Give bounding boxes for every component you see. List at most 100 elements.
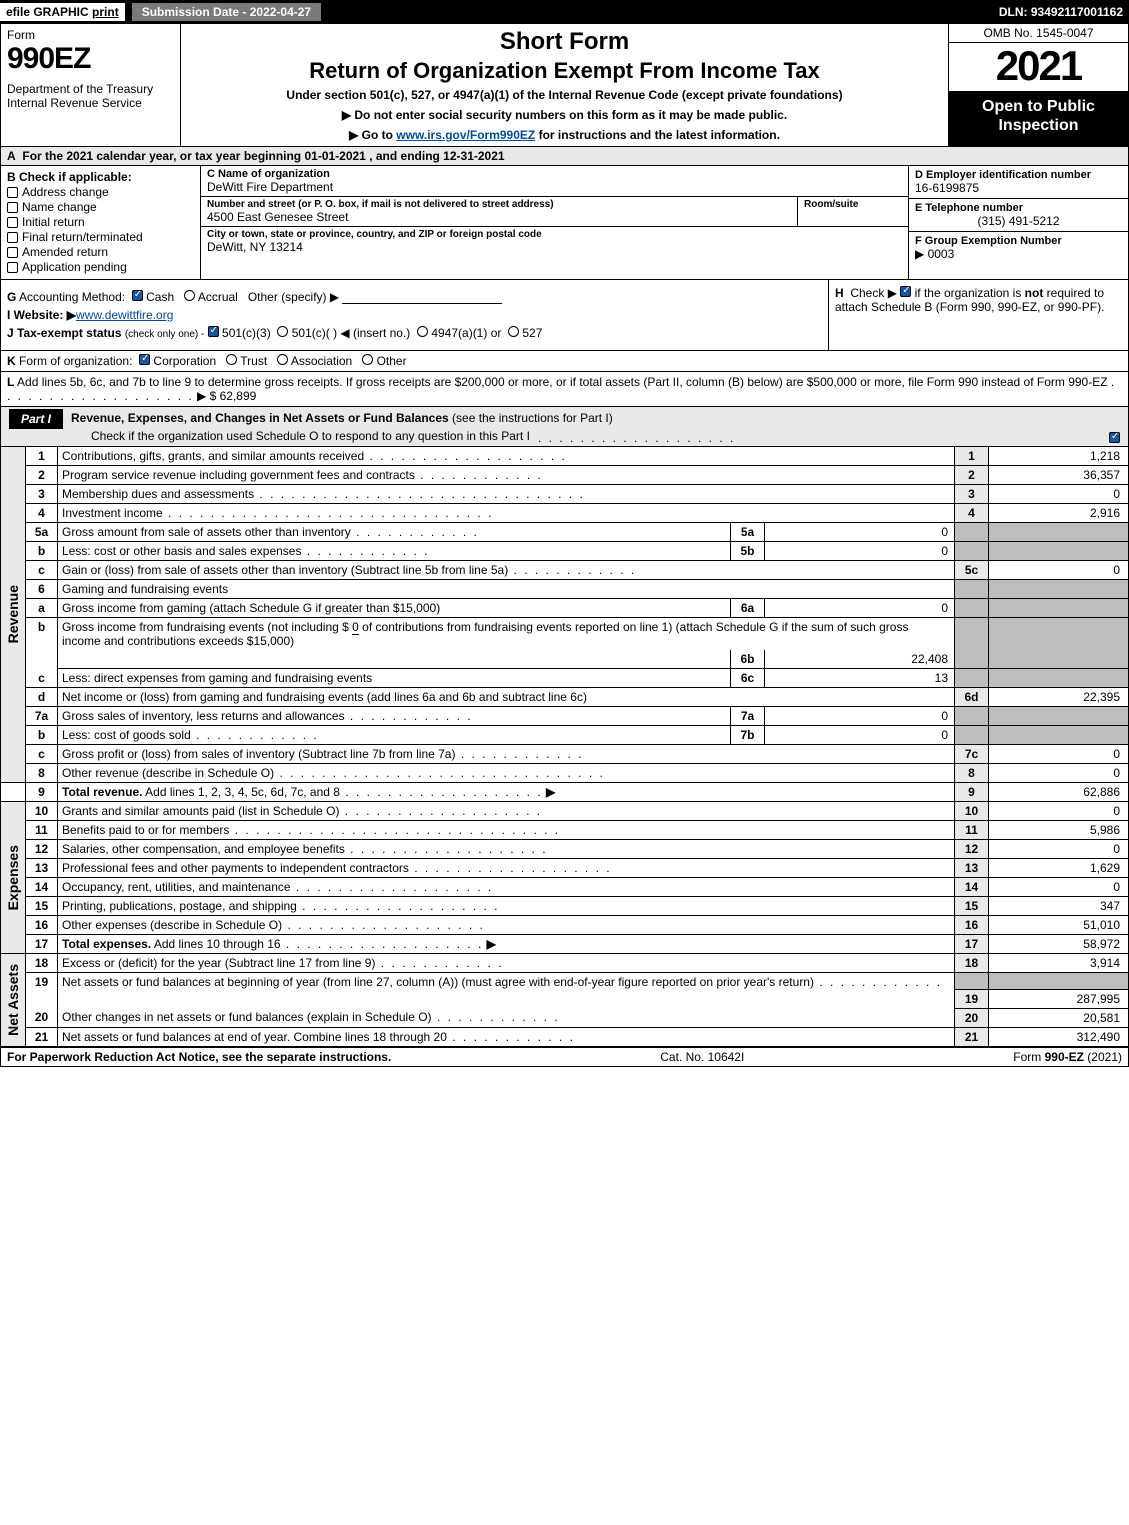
table-row: 12 Salaries, other compensation, and emp… [1, 840, 1129, 859]
chk-label-5: Amended return [22, 245, 108, 259]
other-label: Other (specify) ▶ [248, 290, 339, 304]
line-rnum: 17 [955, 935, 989, 954]
grey-cell [955, 707, 989, 726]
sub-num: 7a [731, 707, 765, 726]
desc-text: Other revenue (describe in Schedule O) [62, 766, 274, 780]
dots [282, 918, 485, 932]
street-cell: Number and street (or P. O. box, if mail… [201, 197, 798, 226]
k-assoc: Association [291, 354, 352, 368]
b-label: B [7, 170, 16, 184]
phone-label: E Telephone number [915, 202, 1122, 214]
desc-text: Printing, publications, postage, and shi… [62, 899, 297, 913]
line-num: 5a [26, 523, 58, 542]
top-bar: efile GRAPHIC print Submission Date - 20… [0, 0, 1129, 24]
radio-icon[interactable] [277, 326, 288, 337]
line-desc: Gross income from fundraising events (no… [58, 618, 955, 651]
line-num: 12 [26, 840, 58, 859]
chk-application-pending[interactable]: Application pending [7, 260, 194, 274]
dots [538, 431, 735, 445]
table-row: 7a Gross sales of inventory, less return… [1, 707, 1129, 726]
footer-left: For Paperwork Reduction Act Notice, see … [7, 1050, 391, 1064]
chk-amended-return[interactable]: Amended return [7, 245, 194, 259]
table-row: 15 Printing, publications, postage, and … [1, 897, 1129, 916]
line-rnum: 5c [955, 561, 989, 580]
dots [409, 861, 612, 875]
radio-icon[interactable] [508, 326, 519, 337]
radio-icon[interactable] [226, 354, 237, 365]
dots [254, 487, 585, 501]
h-label: H [835, 286, 844, 300]
chk-initial-return[interactable]: Initial return [7, 215, 194, 229]
sub-val: 13 [765, 669, 955, 688]
chk-label-4: Final return/terminated [22, 230, 143, 244]
other-fill[interactable] [342, 292, 502, 304]
header-sub2: ▶ Do not enter social security numbers o… [189, 108, 940, 122]
chk-final-return[interactable]: Final return/terminated [7, 230, 194, 244]
h-text2: if the organization is [915, 286, 1025, 300]
row-k: K Form of organization: Corporation Trus… [0, 351, 1129, 372]
table-row: 16 Other expenses (describe in Schedule … [1, 916, 1129, 935]
table-row: 21 Net assets or fund balances at end of… [1, 1027, 1129, 1046]
radio-icon[interactable] [184, 290, 195, 301]
street-value: 4500 East Genesee Street [207, 210, 791, 224]
radio-icon[interactable] [277, 354, 288, 365]
footer-right-pre: Form [1013, 1050, 1044, 1064]
line-desc: Program service revenue including govern… [58, 466, 955, 485]
row-gh: G Accounting Method: Cash Accrual Other … [0, 279, 1129, 351]
line-rnum: 18 [955, 954, 989, 973]
desc-text: Net assets or fund balances at beginning… [62, 975, 814, 989]
line-desc: Less: cost or other basis and sales expe… [58, 542, 731, 561]
dots [455, 747, 583, 761]
chk-label-6: Application pending [22, 260, 127, 274]
line-desc: Less: direct expenses from gaming and fu… [58, 669, 731, 688]
line-desc: Net assets or fund balances at end of ye… [58, 1027, 955, 1046]
website-link[interactable]: www.dewittfire.org [76, 308, 173, 322]
line-desc: Other expenses (describe in Schedule O) [58, 916, 955, 935]
chk-address-change[interactable]: Address change [7, 185, 194, 199]
sub3-post: for instructions and the latest informat… [535, 128, 780, 142]
line-num: 7a [26, 707, 58, 726]
line-num: c [26, 669, 58, 688]
h-not: not [1025, 286, 1044, 300]
desc-text: Gross profit or (loss) from sales of inv… [62, 747, 455, 761]
checkbox-icon[interactable] [208, 326, 219, 337]
table-row: 8 Other revenue (describe in Schedule O)… [1, 764, 1129, 783]
radio-icon[interactable] [362, 354, 373, 365]
chk-name-change[interactable]: Name change [7, 200, 194, 214]
dots [191, 728, 319, 742]
radio-icon[interactable] [417, 326, 428, 337]
submission-date: Submission Date - 2022-04-27 [131, 2, 322, 22]
line-num: 3 [26, 485, 58, 504]
sub-val: 0 [765, 599, 955, 618]
table-row: a Gross income from gaming (attach Sched… [1, 599, 1129, 618]
line-amt: 1,218 [989, 447, 1129, 466]
line-amt: 0 [989, 878, 1129, 897]
irs-link[interactable]: www.irs.gov/Form990EZ [396, 128, 535, 142]
line-num: 4 [26, 504, 58, 523]
grey-cell [989, 707, 1129, 726]
checkbox-icon [7, 187, 18, 198]
line-desc: Professional fees and other payments to … [58, 859, 955, 878]
line-num: c [26, 561, 58, 580]
checkbox-icon[interactable] [132, 290, 143, 301]
line-amt: 36,357 [989, 466, 1129, 485]
k-other: Other [377, 354, 407, 368]
line-num: 9 [26, 783, 58, 802]
line-desc: Total revenue. Add lines 1, 2, 3, 4, 5c,… [58, 783, 955, 802]
k-text: Form of organization: [19, 354, 132, 368]
line-num: b [26, 542, 58, 561]
checkbox-icon[interactable] [900, 286, 911, 297]
org-name: DeWitt Fire Department [207, 180, 902, 194]
header-sub1: Under section 501(c), 527, or 4947(a)(1)… [189, 88, 940, 102]
efile-label: efile GRAPHIC print [0, 3, 125, 21]
line-amt: 0 [989, 561, 1129, 580]
grey-cell [955, 650, 989, 669]
line-amt: 0 [989, 802, 1129, 821]
checkbox-icon[interactable] [139, 354, 150, 365]
l-amt: 62,899 [220, 389, 257, 403]
checkbox-icon[interactable] [1109, 432, 1120, 443]
print-link[interactable]: print [92, 5, 119, 19]
check-if-label: Check if applicable: [19, 170, 132, 184]
table-row: 3 Membership dues and assessments 3 0 [1, 485, 1129, 504]
page-footer: For Paperwork Reduction Act Notice, see … [0, 1047, 1129, 1067]
